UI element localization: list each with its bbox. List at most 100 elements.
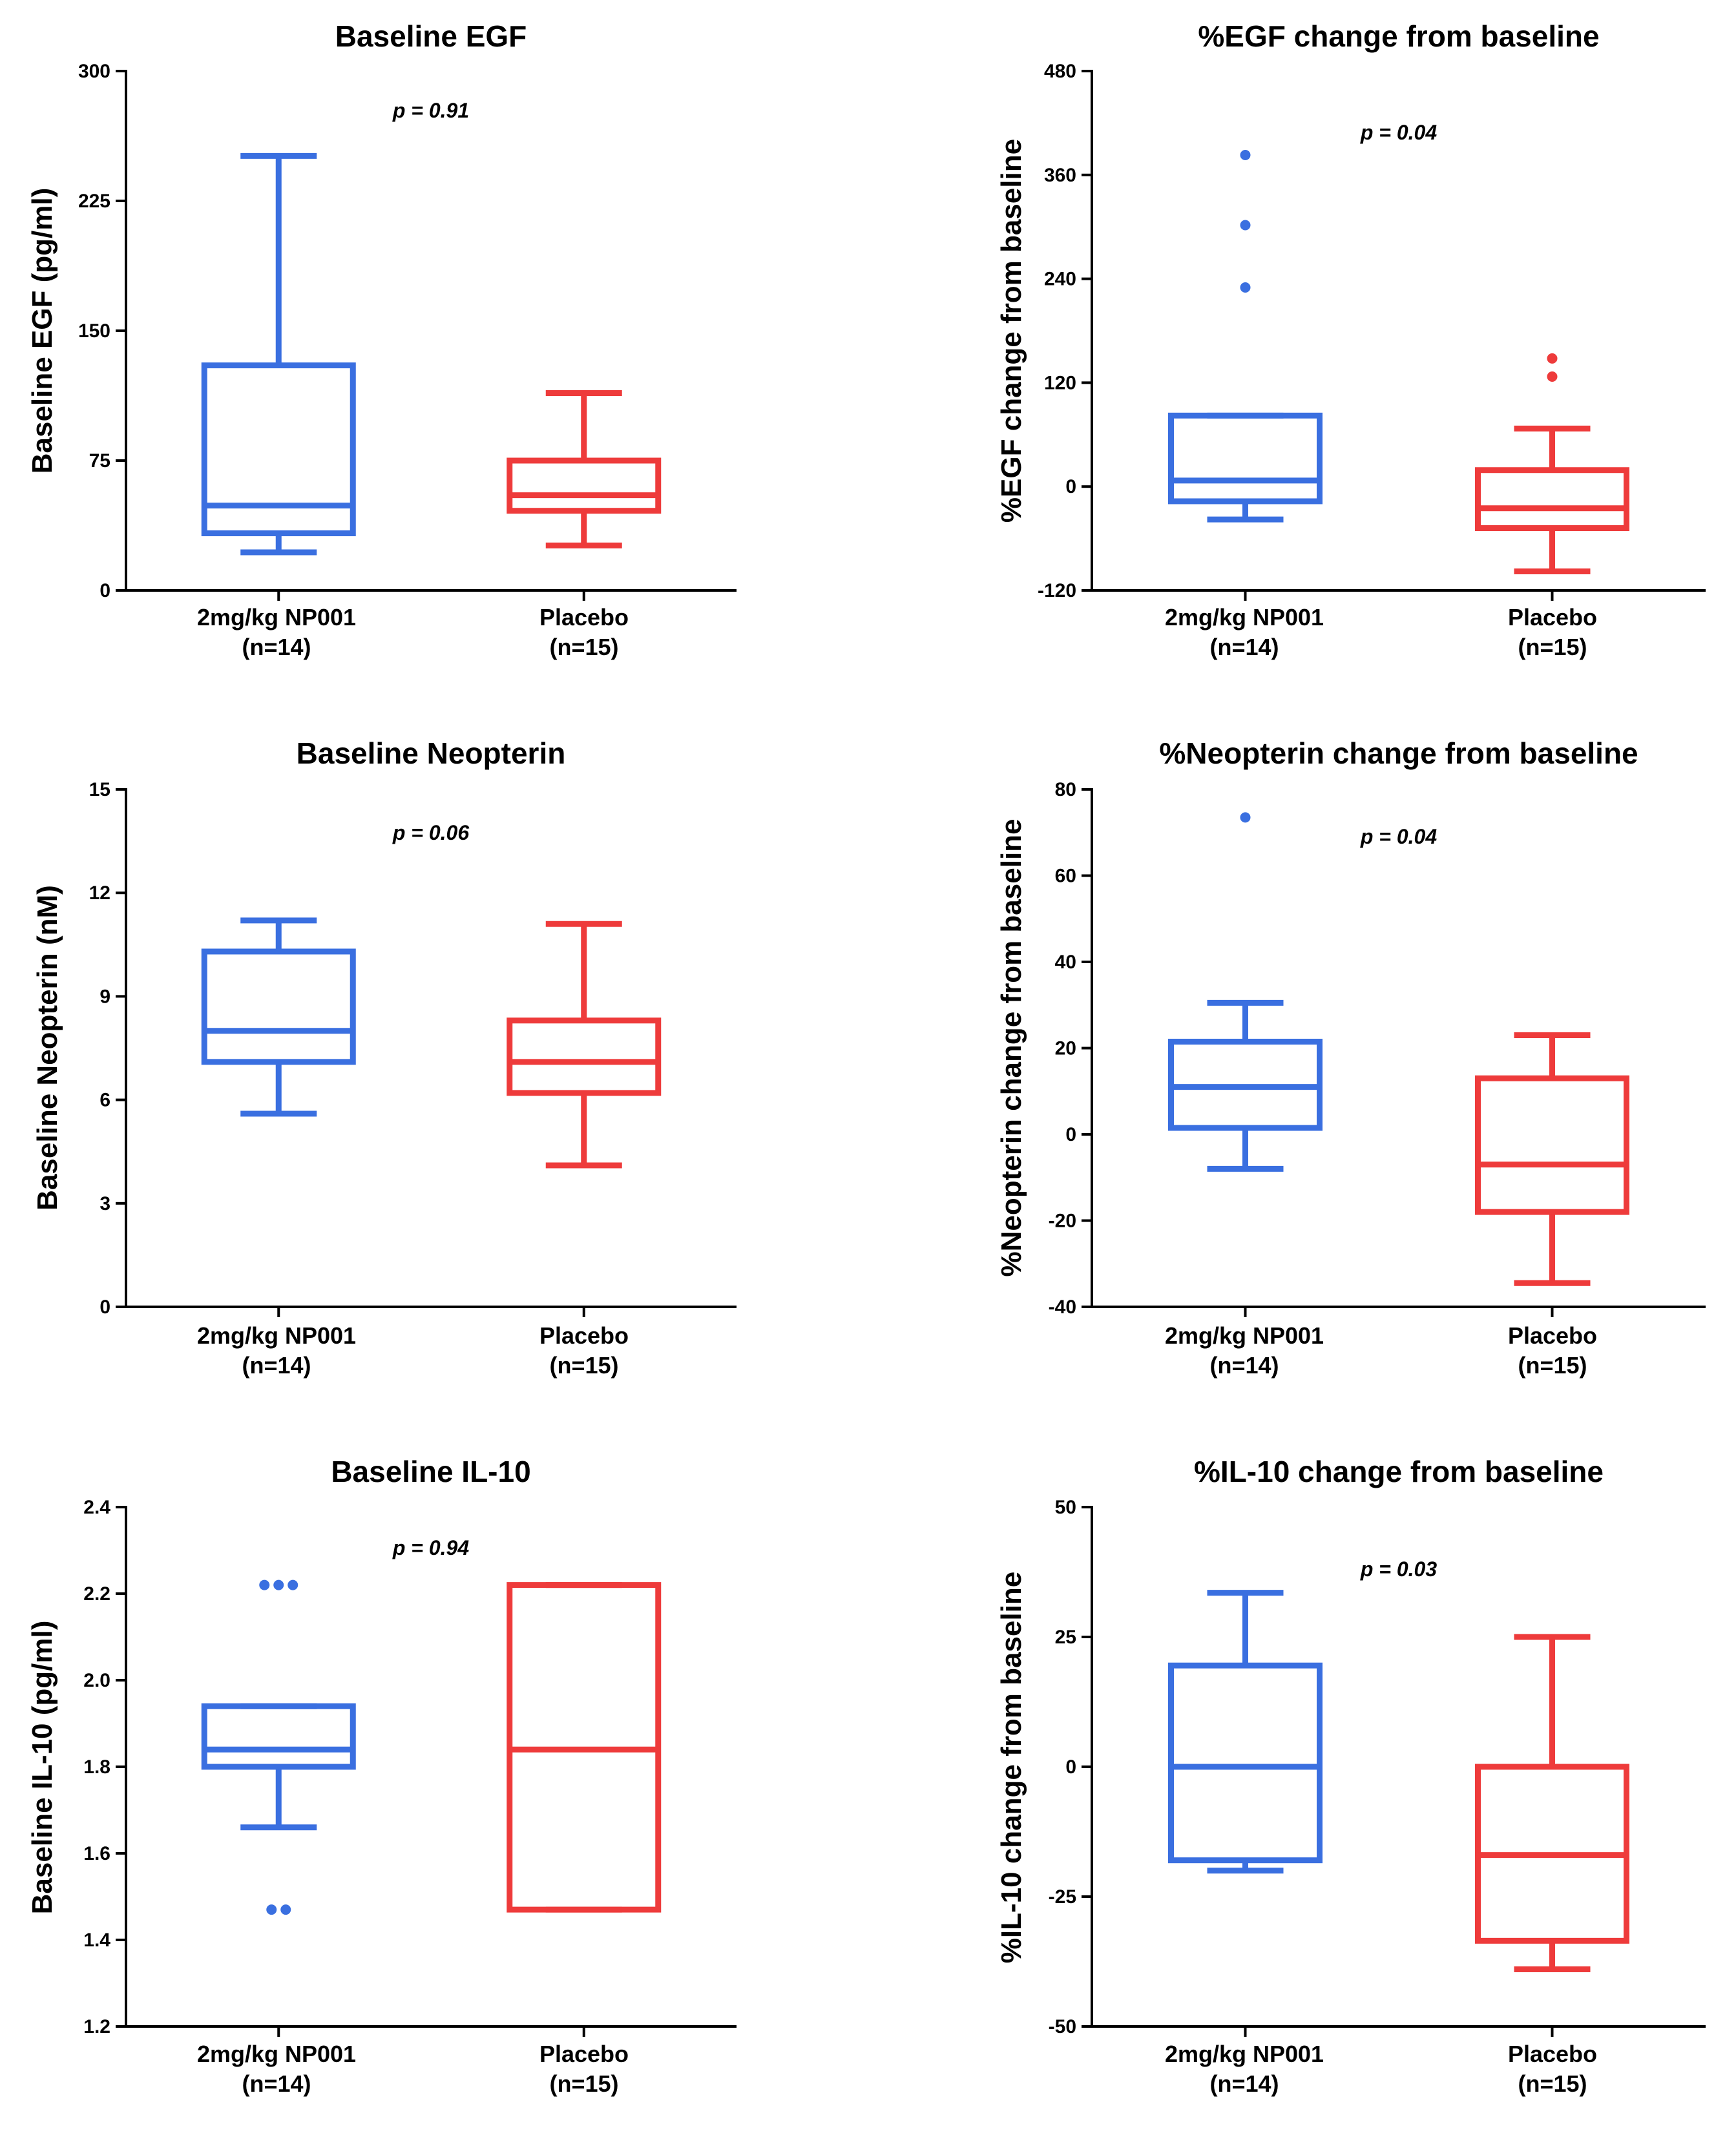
box-series bbox=[1168, 812, 1629, 1286]
y-tick-label: 6 bbox=[99, 1090, 110, 1111]
box-placebo bbox=[1475, 1634, 1629, 1973]
y-tick-label: 2.4 bbox=[83, 1497, 110, 1518]
category-n-placebo: (n=15) bbox=[549, 1352, 618, 1379]
category-n-treatment: (n=14) bbox=[1209, 634, 1279, 660]
category-n-placebo: (n=15) bbox=[1518, 634, 1587, 660]
category-n-treatment: (n=14) bbox=[242, 634, 311, 660]
category-n-treatment: (n=14) bbox=[1209, 2070, 1279, 2097]
y-tick-label: 1.4 bbox=[83, 1930, 110, 1951]
box-series bbox=[1168, 1590, 1629, 1973]
iqr-box bbox=[201, 362, 356, 537]
y-tick-label: 15 bbox=[89, 779, 110, 800]
y-tick-label: 3 bbox=[99, 1193, 110, 1214]
category-label-treatment: 2mg/kg NP001 bbox=[1165, 2041, 1324, 2067]
y-tick-label: 9 bbox=[99, 986, 110, 1007]
panel-il10-change: %IL-10 change from baseline %IL-10 chang… bbox=[996, 1455, 1706, 2097]
panel-egf-change: %EGF change from baseline %EGF change fr… bbox=[996, 19, 1706, 660]
category-label-placebo: Placebo bbox=[539, 1322, 629, 1349]
p-value: p = 0.06 bbox=[392, 821, 470, 844]
y-axis-label: %Neopterin change from baseline bbox=[996, 818, 1027, 1276]
y-axis-ticks: 0 3 6 9 12 15 bbox=[89, 779, 737, 1318]
box-series bbox=[201, 152, 662, 556]
category-label-treatment: 2mg/kg NP001 bbox=[1165, 604, 1324, 630]
box-treatment bbox=[201, 1579, 356, 1915]
y-tick-label: 1.2 bbox=[83, 2016, 110, 2037]
box-placebo bbox=[507, 921, 662, 1169]
panel-baseline-il10: Baseline IL-10 Baseline IL-10 (pg/ml) p … bbox=[26, 1455, 737, 2097]
outlier-point bbox=[1547, 353, 1558, 364]
y-tick-label: 75 bbox=[89, 450, 110, 472]
outlier-point bbox=[273, 1579, 284, 1590]
y-tick-label: 240 bbox=[1044, 269, 1076, 290]
y-tick-label: -25 bbox=[1049, 1886, 1076, 1908]
p-value: p = 0.91 bbox=[392, 99, 469, 122]
category-n-placebo: (n=15) bbox=[549, 2070, 618, 2097]
box-treatment bbox=[1168, 149, 1323, 523]
box-placebo bbox=[507, 390, 662, 548]
y-axis-label: Baseline IL-10 (pg/ml) bbox=[26, 1621, 58, 1915]
y-tick-label: -50 bbox=[1049, 2016, 1076, 2037]
outlier-point bbox=[259, 1579, 270, 1590]
chart-title: Baseline IL-10 bbox=[331, 1455, 530, 1488]
panel-baseline-egf: Baseline EGF Baseline EGF (pg/ml) p = 0.… bbox=[26, 19, 737, 660]
y-tick-label: 1.8 bbox=[83, 1756, 110, 1778]
outlier-point bbox=[1240, 282, 1251, 293]
box-series bbox=[1168, 149, 1629, 575]
chart-title: Baseline EGF bbox=[335, 19, 527, 53]
outlier-point bbox=[266, 1904, 277, 1915]
y-axis-label: %IL-10 change from baseline bbox=[996, 1572, 1027, 1963]
panel-neopterin-change: %Neopterin change from baseline %Neopter… bbox=[996, 736, 1706, 1379]
category-label-placebo: Placebo bbox=[1508, 604, 1597, 630]
y-axis-ticks: 1.2 1.4 1.6 1.8 2.0 2.2 2.4 bbox=[83, 1497, 737, 2037]
category-label-placebo: Placebo bbox=[539, 2041, 629, 2067]
y-tick-label: 1.6 bbox=[83, 1843, 110, 1864]
box-placebo bbox=[1475, 1032, 1629, 1286]
outlier-point bbox=[1240, 812, 1251, 823]
y-tick-label: 0 bbox=[99, 1297, 110, 1318]
box-treatment bbox=[1168, 1590, 1323, 1874]
y-tick-label: 225 bbox=[78, 191, 110, 212]
category-label-placebo: Placebo bbox=[539, 604, 629, 630]
y-tick-label: 50 bbox=[1055, 1497, 1076, 1518]
y-tick-label: 150 bbox=[78, 320, 110, 342]
iqr-box bbox=[507, 1017, 662, 1096]
y-tick-label: 80 bbox=[1055, 779, 1076, 800]
p-value: p = 0.04 bbox=[1360, 121, 1438, 144]
y-tick-label: 12 bbox=[89, 882, 110, 904]
y-tick-label: 2.0 bbox=[83, 1670, 110, 1691]
y-tick-label: 0 bbox=[1065, 1756, 1076, 1778]
y-tick-label: -20 bbox=[1049, 1211, 1076, 1232]
iqr-box bbox=[1475, 467, 1629, 532]
outlier-point bbox=[280, 1904, 291, 1915]
chart-title: %Neopterin change from baseline bbox=[1159, 736, 1638, 770]
y-tick-label: 120 bbox=[1044, 372, 1076, 393]
y-axis-label: Baseline EGF (pg/ml) bbox=[26, 188, 58, 474]
y-tick-label: -40 bbox=[1049, 1297, 1076, 1318]
iqr-box bbox=[1475, 1075, 1629, 1215]
y-tick-label: 360 bbox=[1044, 165, 1076, 186]
panel-baseline-neopterin: Baseline Neopterin Baseline Neopterin (n… bbox=[32, 736, 737, 1379]
outlier-point bbox=[1547, 371, 1558, 382]
box-series bbox=[201, 1579, 662, 1915]
y-axis-ticks: 0 75 150 225 300 bbox=[78, 61, 737, 601]
y-tick-label: 25 bbox=[1055, 1627, 1076, 1648]
y-tick-label: 0 bbox=[99, 580, 110, 601]
category-label-treatment: 2mg/kg NP001 bbox=[197, 1322, 356, 1349]
box-placebo bbox=[507, 1582, 662, 1913]
iqr-box bbox=[507, 457, 662, 514]
y-tick-label: -120 bbox=[1038, 580, 1076, 601]
iqr-box bbox=[1168, 1662, 1323, 1864]
y-tick-label: 60 bbox=[1055, 866, 1076, 887]
category-n-placebo: (n=15) bbox=[1518, 2070, 1587, 2097]
category-label-placebo: Placebo bbox=[1508, 2041, 1597, 2067]
y-axis-ticks: -40 -20 0 20 40 60 80 bbox=[1049, 779, 1706, 1318]
category-label-treatment: 2mg/kg NP001 bbox=[197, 2041, 356, 2067]
chart-title: Baseline Neopterin bbox=[297, 736, 566, 770]
outlier-point bbox=[1240, 220, 1251, 231]
p-value: p = 0.03 bbox=[1360, 1557, 1438, 1581]
y-tick-label: 40 bbox=[1055, 952, 1076, 973]
y-axis-ticks: -50 -25 0 25 50 bbox=[1049, 1497, 1706, 2037]
y-tick-label: 480 bbox=[1044, 61, 1076, 82]
p-value: p = 0.04 bbox=[1360, 825, 1438, 848]
